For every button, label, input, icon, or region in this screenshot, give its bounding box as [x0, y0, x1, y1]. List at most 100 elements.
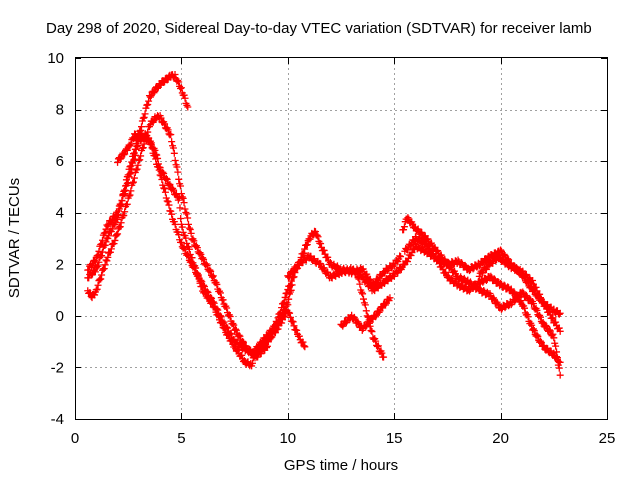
data-point: [184, 250, 192, 258]
data-point: [362, 307, 370, 315]
data-point: [94, 281, 102, 289]
data-point: [288, 281, 296, 289]
data-point: [475, 262, 483, 270]
data-point: [139, 144, 147, 152]
data-point: [207, 267, 215, 275]
data-point: [537, 313, 544, 321]
data-point: [161, 188, 169, 196]
data-point: [286, 272, 294, 280]
data-point: [284, 301, 292, 309]
data-point: [206, 266, 214, 274]
data-point: [181, 205, 189, 213]
data-point: [303, 241, 311, 249]
series-track-9: [401, 233, 564, 366]
data-point: [175, 231, 183, 239]
data-point: [164, 126, 172, 134]
data-point: [475, 272, 483, 280]
data-point: [154, 163, 162, 171]
data-point: [521, 304, 529, 312]
data-point: [117, 219, 125, 227]
data-point: [431, 253, 439, 261]
data-point: [184, 220, 192, 228]
series-track-8: [399, 214, 564, 379]
data-point: [231, 325, 239, 333]
data-point: [138, 123, 145, 131]
data-point: [288, 269, 296, 277]
x-tick-label: 25: [599, 430, 616, 447]
data-point: [213, 305, 221, 313]
data-point: [166, 180, 174, 188]
data-point: [220, 318, 228, 326]
data-point: [173, 163, 181, 171]
data-point: [458, 259, 466, 267]
data-point: [400, 223, 408, 231]
data-point: [108, 225, 116, 233]
x-tick-label: 20: [492, 430, 509, 447]
data-point: [193, 269, 201, 277]
data-point: [114, 207, 122, 215]
data-point: [552, 318, 560, 326]
data-point: [466, 267, 474, 275]
data-point: [556, 358, 564, 366]
data-point: [94, 251, 102, 259]
series-track-3: [114, 130, 296, 370]
data-point: [167, 130, 175, 138]
data-point: [524, 313, 532, 321]
data-point: [207, 293, 215, 301]
data-point: [235, 331, 243, 339]
data-point: [200, 281, 208, 289]
data-point: [479, 259, 487, 267]
data-point: [145, 134, 153, 142]
data-point: [374, 342, 382, 350]
data-point: [196, 249, 204, 257]
data-point: [556, 309, 564, 317]
data-point: [120, 151, 128, 159]
data-point: [171, 156, 179, 164]
data-point: [156, 171, 164, 179]
data-point: [200, 283, 208, 291]
x-tick-label: 5: [177, 430, 185, 447]
y-tick-label: 10: [47, 50, 64, 67]
data-point: [529, 300, 537, 308]
data-point: [528, 321, 536, 329]
data-point: [359, 290, 367, 298]
data-point: [556, 371, 564, 379]
data-point: [223, 304, 231, 312]
data-point: [144, 100, 152, 108]
data-point: [140, 113, 148, 121]
data-point: [130, 156, 138, 164]
data-point: [125, 192, 133, 200]
data-point: [163, 197, 171, 205]
axis-ticks: [75, 58, 608, 420]
data-point: [264, 337, 272, 345]
data-point: [555, 310, 563, 318]
data-point: [236, 332, 244, 340]
data-point: [171, 220, 179, 228]
data-point: [184, 252, 192, 260]
data-point: [209, 298, 217, 306]
data-point: [146, 93, 154, 101]
y-tick-label: 6: [56, 153, 64, 170]
data-point: [122, 186, 130, 194]
data-point: [475, 280, 483, 288]
data-point: [187, 229, 195, 237]
data-point: [200, 255, 208, 263]
data-point: [114, 210, 122, 218]
data-point: [216, 312, 224, 320]
data-point: [533, 306, 541, 314]
data-point: [93, 285, 101, 293]
series-track-10: [475, 252, 564, 335]
data-point: [160, 184, 168, 192]
data-point: [404, 214, 412, 222]
data-point: [132, 145, 140, 153]
data-point: [363, 312, 371, 320]
data-point: [545, 308, 553, 316]
data-point: [461, 261, 469, 269]
data-point: [88, 271, 96, 279]
data-point: [98, 248, 106, 256]
data-point: [157, 172, 165, 180]
data-point: [91, 268, 99, 276]
data-point: [145, 97, 153, 105]
data-point: [98, 236, 106, 244]
data-point: [161, 120, 169, 128]
